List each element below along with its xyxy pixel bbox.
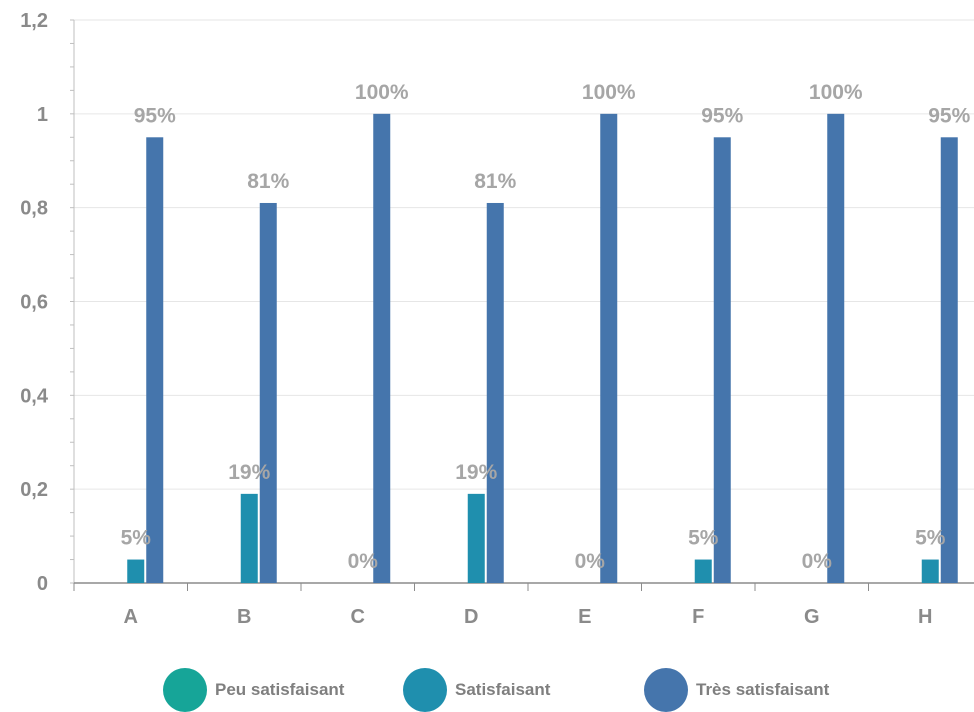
legend-item-peu-satisfaisant[interactable]: Peu satisfaisant (163, 668, 344, 712)
legend-swatch-tres-satisfaisant (644, 668, 688, 712)
legend-label-tres-satisfaisant: Très satisfaisant (696, 680, 830, 699)
bar (240, 493, 258, 583)
bar (940, 137, 958, 583)
x-tick-label: F (692, 606, 704, 628)
y-tick-label: 1 (37, 104, 48, 126)
legend-item-satisfaisant[interactable]: Satisfaisant (403, 668, 550, 712)
x-tick-label: D (464, 606, 478, 628)
data-label: 19% (228, 461, 270, 484)
legend: Peu satisfaisant Satisfaisant Très satis… (0, 668, 974, 712)
legend-swatch-satisfaisant (403, 668, 447, 712)
bar (373, 113, 391, 583)
bar (713, 137, 731, 583)
x-tick-label: C (351, 606, 365, 628)
bar (694, 559, 712, 583)
legend-label-satisfaisant: Satisfaisant (455, 680, 551, 699)
bar (259, 202, 277, 583)
legend-label-peu-satisfaisant: Peu satisfaisant (215, 680, 345, 699)
y-tick-label: 0,6 (20, 292, 48, 314)
x-tick-label: A (124, 606, 138, 628)
data-label: 5% (121, 527, 152, 550)
data-label: 0% (348, 550, 379, 573)
data-label: 5% (688, 527, 719, 550)
x-tick-label: H (918, 606, 932, 628)
x-tick-label: G (804, 606, 820, 628)
x-tick-label: E (578, 606, 591, 628)
bar (146, 137, 164, 583)
bar (600, 113, 618, 583)
data-label: 81% (247, 170, 289, 193)
data-label: 95% (134, 104, 176, 127)
bar (467, 493, 485, 583)
bars (127, 113, 958, 583)
data-label: 95% (928, 104, 970, 127)
y-tick-label: 0 (37, 573, 48, 595)
y-tick-label: 0,8 (20, 198, 48, 220)
legend-swatch-peu-satisfaisant (163, 668, 207, 712)
data-labels: 5% 19% 0% 19% 0% 5% 0% 5% 95% 81% 100% 81% 100% 95% 10… (121, 81, 971, 573)
bar (921, 559, 939, 583)
y-tick-label: 0,2 (20, 479, 48, 501)
bar (486, 202, 504, 583)
x-tick-label: B (237, 606, 251, 628)
y-tick-label: 0,4 (20, 385, 49, 407)
data-label: 95% (701, 104, 743, 127)
y-tick-label: 1,2 (20, 10, 48, 32)
bar (827, 113, 845, 583)
data-label: 100% (582, 81, 636, 104)
data-label: 81% (474, 170, 516, 193)
data-label: 19% (455, 461, 497, 484)
data-label: 100% (809, 81, 863, 104)
bar (127, 559, 145, 583)
data-label: 0% (575, 550, 606, 573)
data-label: 100% (355, 81, 409, 104)
axes: 0 0,2 0,4 0,6 0,8 1 1,2 A B C D E F G H (20, 10, 974, 628)
data-label: 5% (915, 527, 946, 550)
data-label: 0% (802, 550, 833, 573)
legend-item-tres-satisfaisant[interactable]: Très satisfaisant (644, 668, 829, 712)
